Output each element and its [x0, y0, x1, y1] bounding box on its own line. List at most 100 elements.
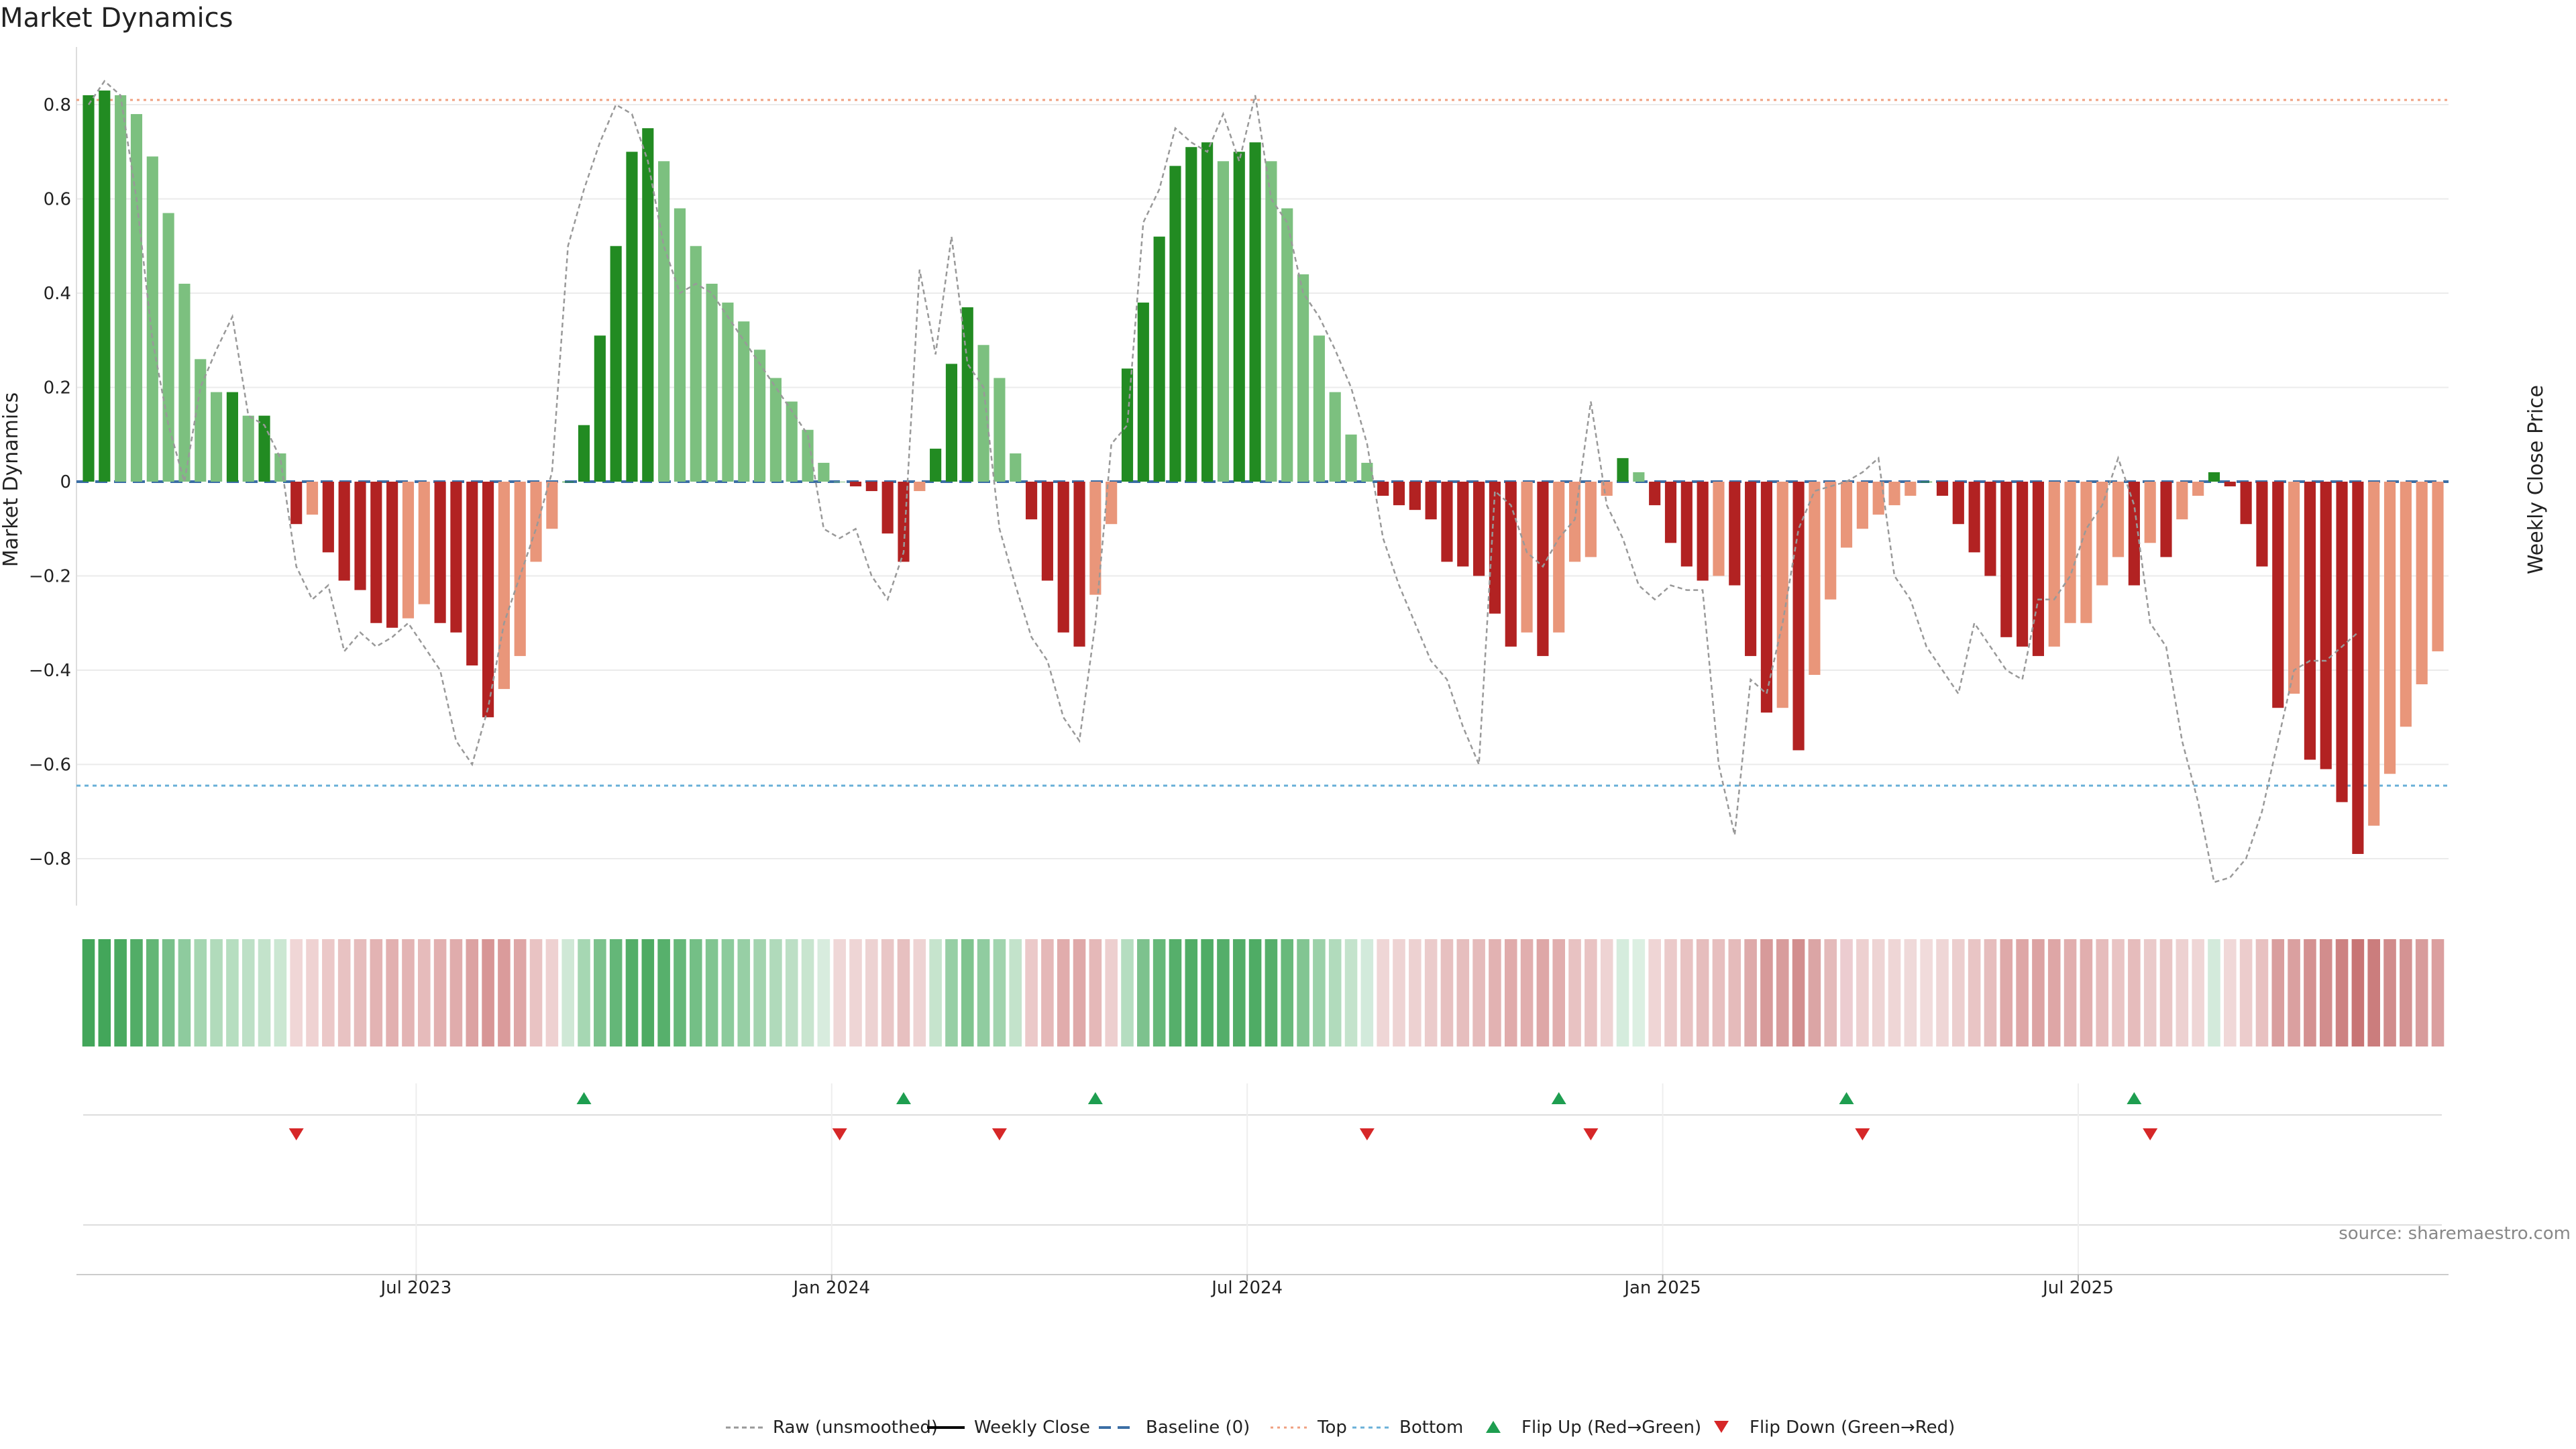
momentum-bar — [2192, 482, 2204, 496]
momentum-bar — [818, 462, 830, 482]
momentum-bar — [514, 482, 526, 656]
momentum-bar — [2432, 482, 2444, 651]
heat-cell — [833, 939, 846, 1046]
momentum-bar — [1441, 482, 1453, 562]
momentum-bar — [722, 303, 734, 482]
momentum-bar — [1745, 482, 1757, 656]
heat-cell — [1057, 939, 1070, 1046]
heat-cell — [1648, 939, 1661, 1046]
heat-cell — [961, 939, 974, 1046]
grid-lines — [76, 47, 2449, 906]
heat-cell — [2271, 939, 2285, 1046]
heat-cell — [1281, 939, 1294, 1046]
heat-cell — [370, 939, 383, 1046]
momentum-bar — [418, 482, 430, 604]
flip-down-marker — [2143, 1128, 2158, 1140]
momentum-bar — [1153, 236, 1165, 482]
momentum-bar — [2272, 482, 2284, 708]
left-tick-label: −0.2 — [29, 567, 71, 587]
heat-cell — [1344, 939, 1358, 1046]
momentum-bar — [2288, 482, 2300, 694]
momentum-bar — [2000, 482, 2012, 637]
momentum-bar — [1760, 482, 1773, 713]
heat-cell — [545, 939, 559, 1046]
legend-label: Bottom — [1399, 1417, 1463, 1438]
momentum-bar — [1537, 482, 1549, 656]
heat-cell — [2159, 939, 2173, 1046]
momentum-bar — [99, 90, 111, 482]
momentum-bar — [1792, 482, 1805, 751]
momentum-bar — [1457, 482, 1469, 567]
heat-cell — [1041, 939, 1054, 1046]
left-tick-label: 0.6 — [44, 190, 71, 210]
momentum-bar — [1776, 482, 1788, 708]
momentum-bar — [1041, 482, 1053, 581]
heat-cell — [2255, 939, 2269, 1046]
momentum-bar — [2256, 482, 2268, 567]
heat-cell — [2351, 939, 2365, 1046]
heat-cell — [769, 939, 782, 1046]
left-tick-label: −0.4 — [29, 661, 71, 681]
momentum-bar — [2208, 472, 2220, 482]
heat-cell — [1680, 939, 1693, 1046]
heat-cell — [929, 939, 942, 1046]
heat-cell — [2128, 939, 2141, 1046]
heat-cell — [1009, 939, 1022, 1046]
flip-up-marker — [1087, 1092, 1103, 1104]
heat-cell — [2288, 939, 2300, 1046]
heat-cell — [2335, 939, 2349, 1046]
heat-cell — [114, 939, 127, 1046]
momentum-bar — [274, 453, 286, 482]
heat-cell — [274, 939, 287, 1046]
heat-cell — [2016, 939, 2029, 1046]
heat-cell — [241, 939, 255, 1046]
momentum-bar — [1872, 482, 1884, 515]
heat-cell — [1568, 939, 1581, 1046]
momentum-bar — [1856, 482, 1868, 529]
momentum-bar — [1137, 303, 1149, 482]
momentum-bar — [242, 415, 254, 482]
heat-cell — [2096, 939, 2109, 1046]
raw-line — [87, 80, 2359, 883]
legend-label: Flip Up (Red→Green) — [1521, 1417, 1701, 1438]
flip-down-marker — [1855, 1128, 1870, 1140]
heat-cell — [1456, 939, 1470, 1046]
heat-cell — [2415, 939, 2428, 1046]
heat-cell — [1552, 939, 1566, 1046]
heat-cell — [674, 939, 686, 1046]
heat-cell — [258, 939, 271, 1046]
heat-cell — [1360, 939, 1374, 1046]
momentum-bar — [930, 448, 942, 482]
heat-cell — [1089, 939, 1102, 1046]
momentum-bar — [2017, 482, 2029, 647]
heat-cell — [2383, 939, 2396, 1046]
heat-cell — [578, 939, 590, 1046]
momentum-bar — [1089, 482, 1102, 595]
heat-cell — [913, 939, 926, 1046]
left-tick-label: −0.6 — [29, 755, 71, 775]
momentum-bar — [642, 128, 654, 482]
heat-cell — [594, 939, 606, 1046]
heat-cell — [1936, 939, 1949, 1046]
heat-cell — [1824, 939, 1837, 1046]
heat-cell — [753, 939, 766, 1046]
momentum-bar — [1840, 482, 1853, 548]
heat-cell — [897, 939, 910, 1046]
heat-cell — [1840, 939, 1853, 1046]
heat-cell — [1664, 939, 1677, 1046]
heat-cell — [737, 939, 751, 1046]
heat-cell — [162, 939, 175, 1046]
heat-cell — [306, 939, 319, 1046]
legend-label: Baseline (0) — [1146, 1417, 1250, 1438]
heat-cell — [386, 939, 398, 1046]
momentum-bar — [83, 95, 95, 482]
momentum-bar — [1984, 482, 1996, 576]
momentum-bar — [2048, 482, 2060, 647]
heat-cell — [178, 939, 191, 1046]
heat-cell — [1984, 939, 1997, 1046]
momentum-bar — [578, 425, 590, 482]
heat-cell — [1424, 939, 1438, 1046]
heat-cell — [2319, 939, 2332, 1046]
heat-cell — [1600, 939, 1613, 1046]
heat-cell — [2239, 939, 2253, 1046]
